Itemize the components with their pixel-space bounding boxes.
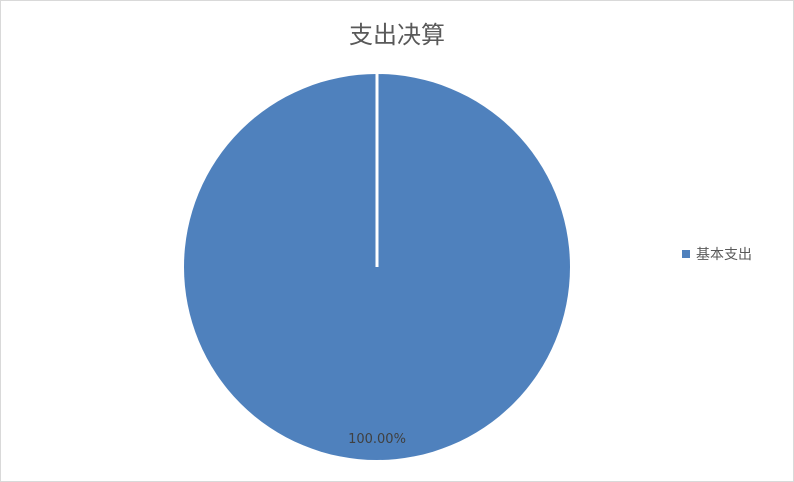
chart-title: 支出决算 (349, 21, 445, 49)
data-label: 100.00% (348, 432, 406, 447)
legend: 基本支出 (682, 244, 752, 264)
legend-swatch (682, 250, 690, 258)
legend-label: 基本支出 (696, 247, 752, 263)
